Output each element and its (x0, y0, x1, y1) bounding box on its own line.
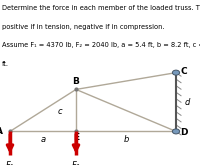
Text: B: B (73, 77, 79, 86)
Text: E: E (73, 133, 79, 142)
Text: a: a (40, 135, 46, 144)
Text: b: b (123, 135, 129, 144)
Text: F₂: F₂ (72, 161, 80, 165)
Text: Determine the force in each member of the loaded truss. The forces are: Determine the force in each member of th… (2, 5, 200, 11)
Text: positive if in tension, negative if in compression.: positive if in tension, negative if in c… (2, 24, 164, 30)
Text: c: c (58, 107, 62, 116)
Text: A: A (0, 127, 3, 136)
Text: D: D (180, 128, 188, 137)
Circle shape (172, 70, 180, 75)
Circle shape (172, 129, 180, 134)
Text: Assume F₁ = 4370 lb, F₂ = 2040 lb, a = 5.4 ft, b = 8.2 ft, c = 2.9 ft, and d = 4: Assume F₁ = 4370 lb, F₂ = 2040 lb, a = 5… (2, 42, 200, 48)
Text: d: d (184, 98, 190, 107)
Text: F₁: F₁ (6, 161, 14, 165)
Text: C: C (181, 67, 187, 76)
Text: ft.: ft. (2, 61, 9, 67)
